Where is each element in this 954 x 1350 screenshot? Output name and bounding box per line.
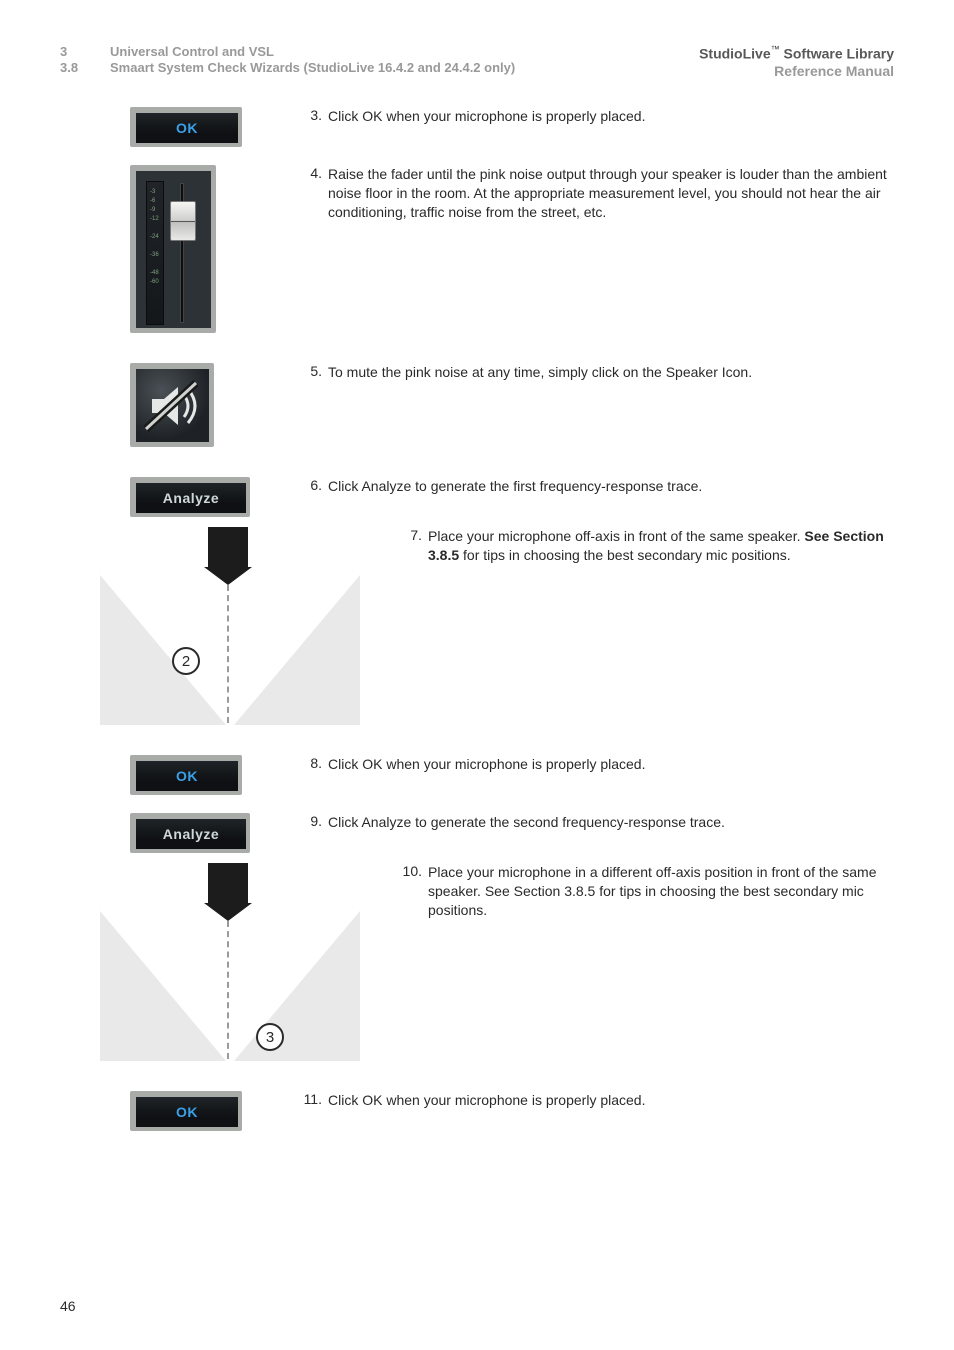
header-left: 3 3.8 Universal Control and VSL Smaart S… [60,44,515,79]
section-titles: Universal Control and VSL Smaart System … [110,44,515,79]
diagram-cone-right [234,575,360,725]
step-11-text: 11. Click OK when your microphone is pro… [300,1091,894,1110]
step-9-text: 9. Click Analyze to generate the second … [300,813,894,832]
ok-button-label: OK [176,120,198,136]
step-9-number: 9. [300,813,328,832]
mic-position-2-label: 2 [182,653,190,670]
mic-position-2-diagram: 2 [100,527,360,727]
doc-title-b: Software Library [780,45,894,61]
ok-button[interactable]: OK [130,107,242,147]
diagram-speaker-horn [204,567,252,585]
page-number: 46 [60,1298,76,1314]
doc-title-line1: StudioLive™ Software Library [699,44,894,63]
doc-title-a: StudioLive [699,45,771,61]
step-11-body: Click OK when your microphone is properl… [328,1091,894,1110]
diagram-axis-line [227,921,229,1059]
step-6-figure: Analyze [60,477,300,517]
step-9-figure: Analyze [60,813,300,853]
ok-button[interactable]: OK [130,755,242,795]
step-5-row: 5. To mute the pink noise at any time, s… [60,363,894,447]
step-11-number: 11. [300,1091,328,1110]
ok-button-label: OK [176,1104,198,1120]
step-5-figure [60,363,300,447]
step-7-body-a: Place your microphone off-axis in front … [428,528,804,544]
step-3-row: OK 3. Click OK when your microphone is p… [60,107,894,147]
mic-position-3-diagram: 3 [100,863,360,1063]
step-4-number: 4. [300,165,328,222]
header-right: StudioLive™ Software Library Reference M… [699,44,894,79]
section-numbers: 3 3.8 [60,44,110,79]
step-7-text: 7. Place your microphone off-axis in fro… [400,527,894,565]
step-7-body-c: for tips in choosing the best secondary … [459,547,791,563]
step-11-row: OK 11. Click OK when your microphone is … [60,1091,894,1131]
step-8-row: OK 8. Click OK when your microphone is p… [60,755,894,795]
step-3-figure: OK [60,107,300,147]
speaker-icon [138,371,208,441]
page-header: 3 3.8 Universal Control and VSL Smaart S… [60,44,894,79]
mic-position-3-label: 3 [266,1029,274,1046]
ok-button[interactable]: OK [130,1091,242,1131]
analyze-button-label: Analyze [163,826,219,842]
step-4-body: Raise the fader until the pink noise out… [328,165,894,222]
analyze-button[interactable]: Analyze [130,477,250,517]
step-8-figure: OK [60,755,300,795]
step-11-figure: OK [60,1091,300,1131]
diagram-axis-line [227,585,229,723]
doc-title-tm: ™ [771,44,780,54]
diagram-speaker-icon [208,863,248,903]
step-4-text: 4. Raise the fader until the pink noise … [300,165,894,222]
analyze-button-label: Analyze [163,490,219,506]
fader-meter-labels: -3 -6 -9 -12 -24 -36 -48 -60 [150,188,159,287]
step-10-text: 10. Place your microphone in a different… [400,863,894,920]
analyze-button[interactable]: Analyze [130,813,250,853]
step-7-body: Place your microphone off-axis in front … [428,527,894,565]
step-3-text: 3. Click OK when your microphone is prop… [300,107,894,126]
step-5-number: 5. [300,363,328,382]
step-3-body: Click OK when your microphone is properl… [328,107,894,126]
step-10-figure: 3 [60,863,400,1063]
step-10-row: 3 10. Place your microphone in a differe… [60,863,894,1063]
fader-knob[interactable] [170,201,196,241]
section-number-1: 3 [60,44,110,60]
ok-button-label: OK [176,768,198,784]
step-7-number: 7. [400,527,428,565]
section-title-2: Smaart System Check Wizards (StudioLive … [110,60,515,76]
step-10-number: 10. [400,863,428,920]
step-5-body: To mute the pink noise at any time, simp… [328,363,894,382]
page: 3 3.8 Universal Control and VSL Smaart S… [0,0,954,1350]
step-7-row: 2 7. Place your microphone off-axis in f… [60,527,894,727]
step-10-body: Place your microphone in a different off… [428,863,894,920]
step-4-row: -3 -6 -9 -12 -24 -36 -48 -60 4. Raise th… [60,165,894,333]
step-3-number: 3. [300,107,328,126]
step-6-number: 6. [300,477,328,496]
step-4-figure: -3 -6 -9 -12 -24 -36 -48 -60 [60,165,300,333]
step-6-text: 6. Click Analyze to generate the first f… [300,477,894,496]
step-8-text: 8. Click OK when your microphone is prop… [300,755,894,774]
step-8-number: 8. [300,755,328,774]
step-9-body: Click Analyze to generate the second fre… [328,813,894,832]
diagram-cone-left [100,575,226,725]
section-title-1: Universal Control and VSL [110,44,515,60]
step-5-text: 5. To mute the pink noise at any time, s… [300,363,894,382]
diagram-speaker-horn [204,903,252,921]
diagram-cone-left [100,911,226,1061]
fader[interactable]: -3 -6 -9 -12 -24 -36 -48 -60 [130,165,216,333]
step-6-body: Click Analyze to generate the first freq… [328,477,894,496]
fader-meter: -3 -6 -9 -12 -24 -36 -48 -60 [146,181,164,325]
section-number-2: 3.8 [60,60,110,76]
step-8-body: Click OK when your microphone is properl… [328,755,894,774]
speaker-icon-button[interactable] [130,363,214,447]
step-7-figure: 2 [60,527,400,727]
step-9-row: Analyze 9. Click Analyze to generate the… [60,813,894,853]
diagram-speaker-icon [208,527,248,567]
doc-title-line2: Reference Manual [699,63,894,79]
diagram-cone-right [234,911,360,1061]
step-6-row: Analyze 6. Click Analyze to generate the… [60,477,894,517]
